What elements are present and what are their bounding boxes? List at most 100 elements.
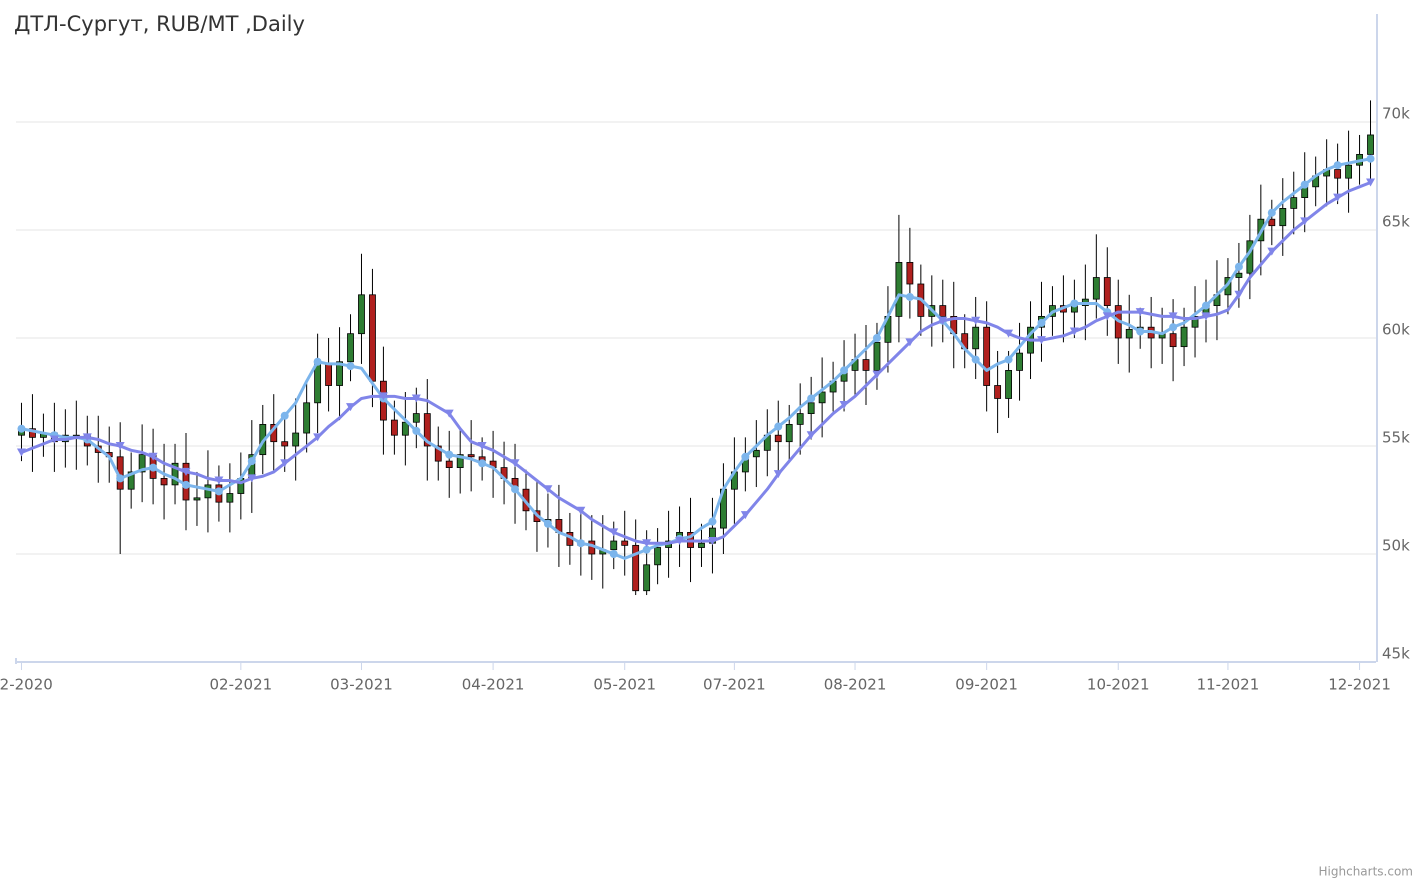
candle-body bbox=[785, 423, 793, 443]
line-marker bbox=[1036, 336, 1046, 345]
line-marker bbox=[1333, 193, 1343, 202]
line-marker bbox=[1333, 161, 1342, 170]
line-marker bbox=[313, 433, 323, 442]
candle-body bbox=[895, 261, 903, 317]
line-marker bbox=[708, 517, 717, 526]
line-marker bbox=[82, 433, 92, 442]
line-marker bbox=[1004, 329, 1014, 338]
line-marker bbox=[675, 537, 685, 546]
candle-body bbox=[752, 449, 760, 458]
line-marker bbox=[872, 334, 881, 342]
candle-body bbox=[632, 544, 640, 592]
moving-average-line bbox=[19, 180, 1373, 545]
line-marker bbox=[1201, 312, 1211, 321]
x-tick-label: 11-2021 bbox=[1197, 676, 1260, 694]
y-tick-label: 65k bbox=[1382, 213, 1410, 231]
line-marker bbox=[182, 480, 190, 489]
x-tick-label: 05-2021 bbox=[593, 676, 656, 694]
candle-body bbox=[1016, 352, 1023, 371]
candle-body bbox=[160, 477, 168, 486]
line-marker bbox=[346, 362, 355, 371]
x-tick-label: 12-2021 bbox=[1328, 676, 1391, 694]
candle-body bbox=[906, 261, 914, 285]
line-marker bbox=[1202, 301, 1210, 310]
line-marker bbox=[774, 422, 783, 431]
candle-body bbox=[774, 434, 782, 443]
line-marker bbox=[576, 506, 586, 515]
line-marker bbox=[642, 545, 651, 554]
candle-body bbox=[1235, 272, 1243, 278]
line-marker bbox=[807, 394, 816, 403]
line-marker bbox=[609, 550, 618, 558]
candle-body bbox=[358, 294, 365, 335]
line-marker bbox=[378, 392, 388, 401]
credits[interactable]: Highcharts.com bbox=[1319, 865, 1413, 879]
line-marker bbox=[444, 409, 454, 418]
line-marker bbox=[412, 426, 421, 435]
candle-body bbox=[862, 359, 870, 371]
line-marker bbox=[1169, 323, 1178, 332]
line-marker bbox=[971, 316, 981, 325]
candle-body bbox=[1334, 169, 1342, 179]
line-marker bbox=[477, 442, 487, 450]
x-tick-label: 10-2021 bbox=[1087, 676, 1150, 694]
candle-body bbox=[643, 564, 651, 592]
line-marker bbox=[543, 519, 552, 528]
line-marker bbox=[17, 424, 26, 433]
line-marker bbox=[840, 366, 849, 375]
candle-body bbox=[281, 441, 289, 447]
line-marker bbox=[280, 459, 290, 468]
candle-body bbox=[1005, 369, 1012, 399]
line-marker bbox=[1267, 208, 1276, 217]
x-tick-label: 03-2021 bbox=[330, 676, 393, 694]
candle-body bbox=[994, 385, 1002, 399]
x-tick-label: 02-2021 bbox=[209, 676, 272, 694]
candle-body bbox=[314, 363, 322, 404]
candle-body bbox=[939, 305, 947, 317]
line-marker bbox=[1102, 312, 1112, 321]
line-marker bbox=[740, 511, 750, 520]
x-tick-label: 08-2021 bbox=[824, 676, 887, 694]
line-marker bbox=[115, 442, 125, 450]
line-marker bbox=[280, 411, 289, 420]
candle-body bbox=[1169, 333, 1177, 348]
line-marker bbox=[1135, 308, 1145, 317]
line-marker bbox=[181, 467, 191, 476]
candle-body bbox=[226, 493, 234, 503]
candle-body bbox=[1191, 315, 1199, 328]
x-tick-label: 09-2021 bbox=[955, 676, 1018, 694]
line-marker bbox=[1300, 180, 1309, 189]
y-tick-label: 45k bbox=[1382, 645, 1410, 663]
line-marker bbox=[839, 400, 849, 409]
chart-title: ДТЛ-Сургут, RUB/MT ,Daily bbox=[14, 12, 305, 36]
candle-body bbox=[1180, 326, 1188, 348]
line-marker bbox=[148, 452, 158, 461]
candle-body bbox=[654, 547, 662, 566]
line-marker bbox=[1168, 312, 1178, 321]
line-marker bbox=[247, 474, 257, 483]
candle-body bbox=[818, 391, 826, 404]
candle-body bbox=[401, 421, 409, 436]
line-marker bbox=[1366, 178, 1376, 187]
line-marker bbox=[478, 459, 487, 468]
line-marker bbox=[806, 431, 816, 440]
line-marker bbox=[938, 316, 948, 325]
y-tick-label: 55k bbox=[1382, 429, 1410, 447]
line-marker bbox=[905, 338, 915, 347]
candle-body bbox=[347, 333, 354, 363]
candle-body bbox=[1103, 277, 1111, 306]
line-marker bbox=[872, 370, 882, 379]
line-marker bbox=[247, 457, 256, 466]
candle-body bbox=[336, 361, 343, 386]
line-marker bbox=[510, 459, 520, 468]
candle-body bbox=[1125, 328, 1133, 339]
candle-body bbox=[204, 484, 212, 499]
candle-body bbox=[138, 454, 146, 473]
candle-body bbox=[1290, 197, 1298, 209]
line-marker bbox=[1004, 355, 1013, 364]
candle-body bbox=[303, 402, 311, 434]
line-marker bbox=[642, 539, 652, 548]
line-marker bbox=[609, 528, 619, 537]
y-tick-label: 50k bbox=[1382, 537, 1410, 555]
